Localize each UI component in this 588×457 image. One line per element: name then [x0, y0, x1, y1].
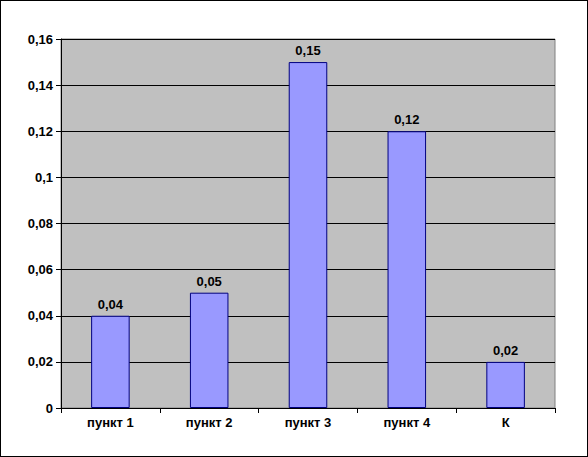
svg-text:0: 0: [46, 401, 53, 416]
svg-text:пункт 4: пункт 4: [383, 415, 430, 430]
svg-text:0,02: 0,02: [493, 343, 518, 358]
svg-text:К: К: [502, 415, 510, 430]
svg-text:пункт 3: пункт 3: [285, 415, 332, 430]
svg-text:0,1: 0,1: [35, 170, 53, 185]
svg-text:0,02: 0,02: [28, 354, 53, 369]
svg-text:0,12: 0,12: [28, 124, 53, 139]
svg-text:0,16: 0,16: [28, 32, 53, 47]
svg-text:0,04: 0,04: [98, 297, 124, 312]
svg-text:0,15: 0,15: [295, 43, 320, 58]
svg-text:пункт 1: пункт 1: [87, 415, 134, 430]
svg-text:пункт 2: пункт 2: [186, 415, 233, 430]
svg-text:0,06: 0,06: [28, 262, 53, 277]
svg-text:0,05: 0,05: [197, 274, 222, 289]
svg-text:0,08: 0,08: [28, 216, 53, 231]
svg-text:0,12: 0,12: [394, 112, 419, 127]
svg-text:0,04: 0,04: [28, 308, 54, 323]
svg-text:0,14: 0,14: [28, 78, 54, 93]
